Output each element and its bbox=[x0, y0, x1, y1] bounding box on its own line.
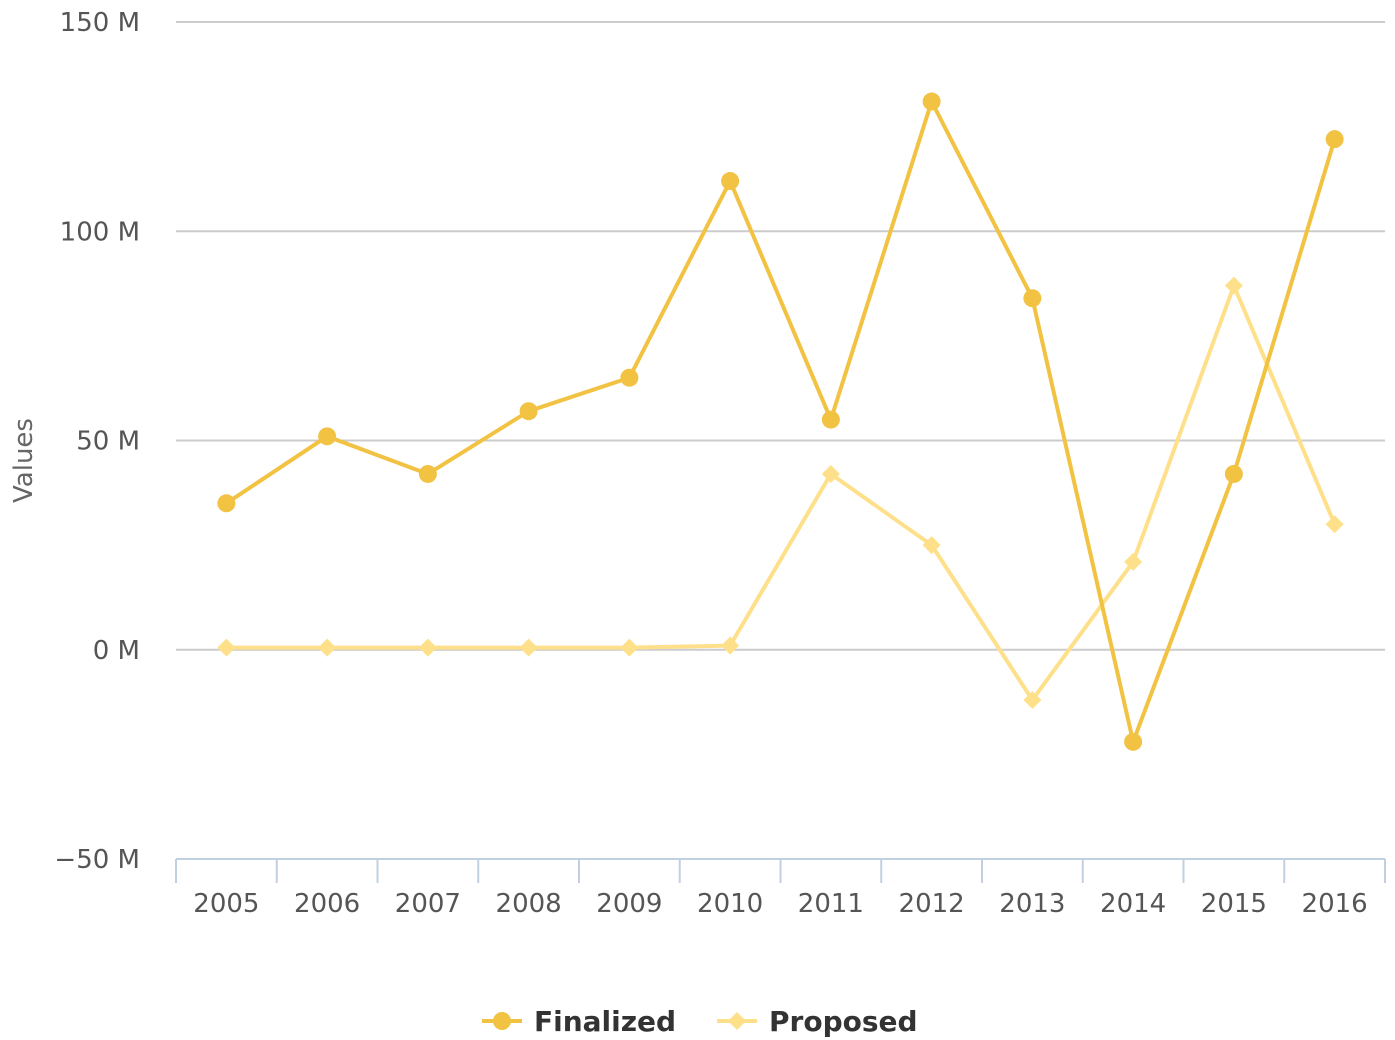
legend-marker bbox=[728, 1012, 746, 1030]
data-point bbox=[1023, 690, 1042, 709]
y-axis-tick-labels: −50 M 0 M 50 M 100 M 150 M bbox=[54, 8, 140, 875]
series-proposed bbox=[217, 276, 1344, 709]
data-point bbox=[620, 368, 639, 387]
legend-item-finalized[interactable]: Finalized bbox=[482, 1005, 676, 1038]
x-tick-label: 2006 bbox=[294, 889, 360, 919]
data-point bbox=[519, 638, 538, 657]
y-tick-label: 0 M bbox=[93, 636, 140, 666]
legend-item-proposed[interactable]: Proposed bbox=[717, 1005, 918, 1038]
grid-lines bbox=[176, 21, 1385, 651]
data-point bbox=[1023, 289, 1042, 308]
data-point bbox=[821, 464, 840, 483]
x-axis: 2005 2006 2007 2008 2009 2010 2011 2012 2013 2014… bbox=[175, 858, 1386, 919]
y-tick-label: −50 M bbox=[54, 845, 140, 875]
legend-marker bbox=[493, 1012, 511, 1030]
y-tick-label: 100 M bbox=[60, 217, 140, 247]
data-point bbox=[620, 638, 639, 657]
data-point bbox=[217, 638, 236, 657]
data-point bbox=[318, 638, 337, 657]
x-tick-label: 2014 bbox=[1100, 889, 1166, 919]
series-line bbox=[225, 99, 1337, 744]
data-point bbox=[519, 402, 538, 421]
data-point bbox=[821, 410, 840, 429]
data-point bbox=[418, 464, 437, 483]
x-tick-label: 2013 bbox=[999, 889, 1065, 919]
data-point bbox=[721, 636, 740, 655]
x-tick-label: 2005 bbox=[193, 889, 259, 919]
legend-label: Finalized bbox=[534, 1005, 676, 1038]
data-point bbox=[721, 172, 740, 191]
data-point bbox=[1325, 515, 1344, 534]
series-finalized bbox=[217, 92, 1344, 751]
data-point bbox=[1124, 732, 1143, 751]
data-point bbox=[418, 638, 437, 657]
series-layer bbox=[217, 92, 1344, 751]
x-tick-label: 2009 bbox=[596, 889, 662, 919]
data-point bbox=[318, 427, 337, 446]
x-tick-label: 2016 bbox=[1302, 889, 1368, 919]
x-tick-label: 2012 bbox=[899, 889, 965, 919]
data-point bbox=[1224, 464, 1243, 483]
legend-label: Proposed bbox=[769, 1005, 918, 1038]
y-axis-title: Values bbox=[9, 418, 39, 503]
x-tick-label: 2010 bbox=[697, 889, 763, 919]
x-tick-label: 2015 bbox=[1201, 889, 1267, 919]
x-tick-label: 2011 bbox=[798, 889, 864, 919]
data-point bbox=[1124, 552, 1143, 571]
y-tick-label: 150 M bbox=[60, 8, 140, 38]
data-point bbox=[217, 494, 236, 513]
data-point bbox=[1325, 130, 1344, 149]
data-point bbox=[1224, 276, 1243, 295]
legend[interactable]: Finalized Proposed bbox=[482, 1005, 918, 1038]
y-tick-label: 50 M bbox=[76, 427, 140, 457]
data-point bbox=[922, 92, 941, 111]
x-tick-label: 2007 bbox=[395, 889, 461, 919]
data-point bbox=[922, 536, 941, 555]
x-tick-label: 2008 bbox=[496, 889, 562, 919]
series-line bbox=[226, 283, 1337, 702]
